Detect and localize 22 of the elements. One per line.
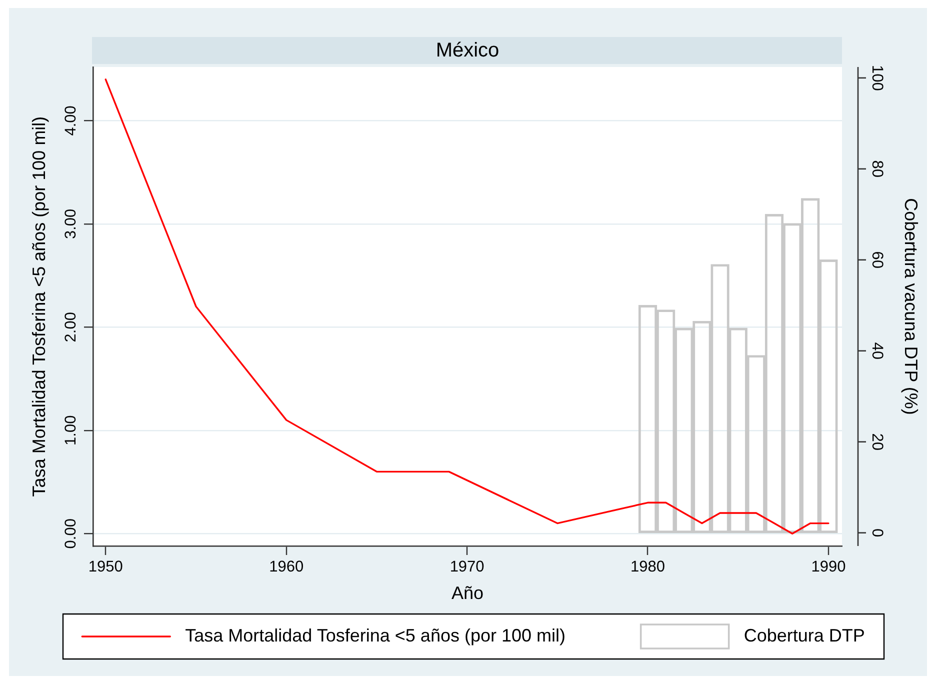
y-axis-title: Tasa Mortalidad Tosferina <5 años (por 100 mil) <box>28 116 49 497</box>
y-tick-label: 1.00 <box>62 414 80 446</box>
x-tick-label: 1990 <box>811 558 846 576</box>
legend-label: Tasa Mortalidad Tosferina <5 años (por 100 mil) <box>185 625 566 646</box>
y-tick-label: 4.00 <box>62 105 80 136</box>
x-tick-label: 1980 <box>630 558 666 576</box>
y2-tick-label: 40 <box>868 342 886 360</box>
y-tick-label: 2.00 <box>62 312 80 342</box>
x-tick-label: 1960 <box>269 558 304 576</box>
y2-tick-label: 60 <box>868 251 886 269</box>
y2-tick-label: 100 <box>868 64 886 92</box>
chart-title: México <box>436 40 500 62</box>
y2-tick-label: 0 <box>868 528 886 538</box>
y2-tick-label: 80 <box>868 160 886 178</box>
y-tick-label: 0.00 <box>62 518 80 549</box>
legend-label: Cobertura DTP <box>744 625 865 646</box>
x-tick-label: 1950 <box>88 558 124 576</box>
x-tick-label: 1970 <box>450 558 485 576</box>
y-tick-label: 3.00 <box>62 208 80 239</box>
x-axis-title: Año <box>451 583 484 604</box>
y2-axis-title: Cobertura vacuna DTP (%) <box>901 198 922 415</box>
y2-tick-label: 20 <box>868 433 886 451</box>
